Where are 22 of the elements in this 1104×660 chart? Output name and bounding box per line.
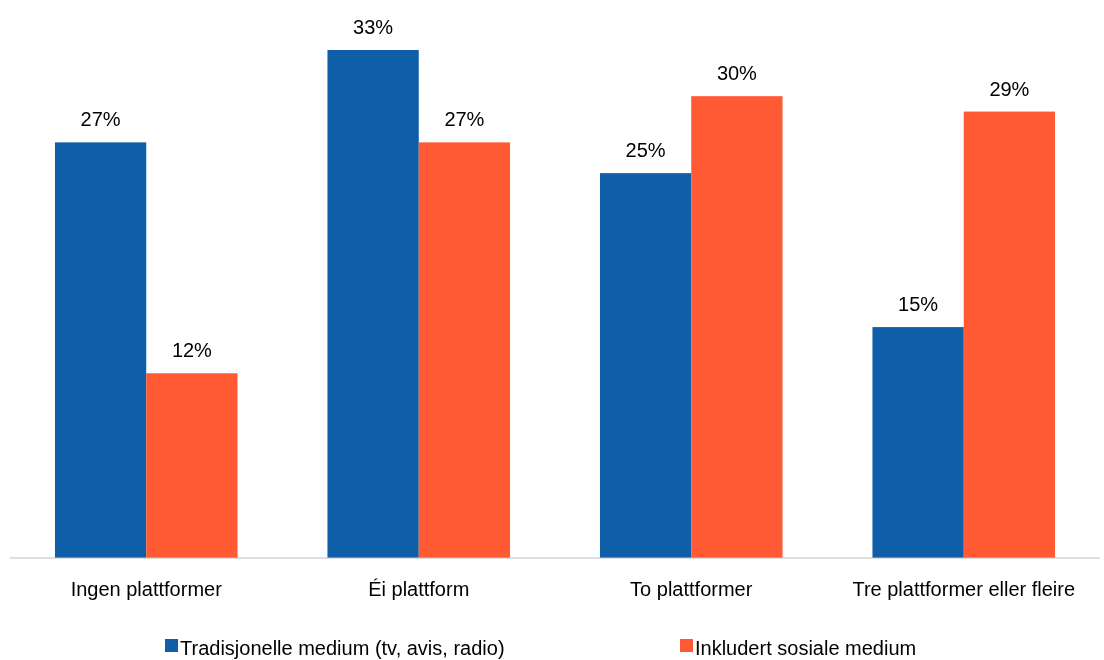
data-label: 29% (989, 77, 1030, 100)
legend-label: Inkludert sosiale medium (695, 637, 917, 659)
bar (691, 96, 783, 558)
bar (963, 111, 1056, 558)
bar (54, 142, 147, 558)
data-label: 12% (171, 339, 213, 362)
data-label: 27% (444, 108, 485, 131)
bar (872, 327, 964, 558)
x-tick-label: Éi plattform (368, 578, 470, 600)
legend-label: Tradisjonelle medium (tv, avis, radio) (180, 637, 505, 659)
data-label: 30% (716, 62, 758, 85)
bar (599, 173, 692, 558)
data-label: 33% (353, 16, 394, 38)
x-tick-label: Tre plattformer eller fleire (852, 578, 1076, 600)
x-tick-label: To plattformer (630, 578, 753, 600)
data-label: 27% (80, 108, 121, 131)
bar (418, 142, 511, 558)
data-label: 25% (625, 139, 666, 162)
x-tick-label: Ingen plattformer (70, 578, 223, 600)
bar (327, 50, 419, 558)
data-label: 15% (898, 293, 939, 316)
bar (146, 373, 238, 558)
